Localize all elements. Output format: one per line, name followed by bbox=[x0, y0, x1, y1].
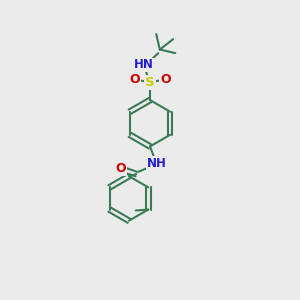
Text: O: O bbox=[129, 74, 140, 86]
Text: O: O bbox=[160, 74, 171, 86]
Text: NH: NH bbox=[147, 157, 166, 170]
Text: S: S bbox=[145, 76, 155, 89]
Text: HN: HN bbox=[134, 58, 153, 71]
Text: O: O bbox=[116, 162, 126, 175]
